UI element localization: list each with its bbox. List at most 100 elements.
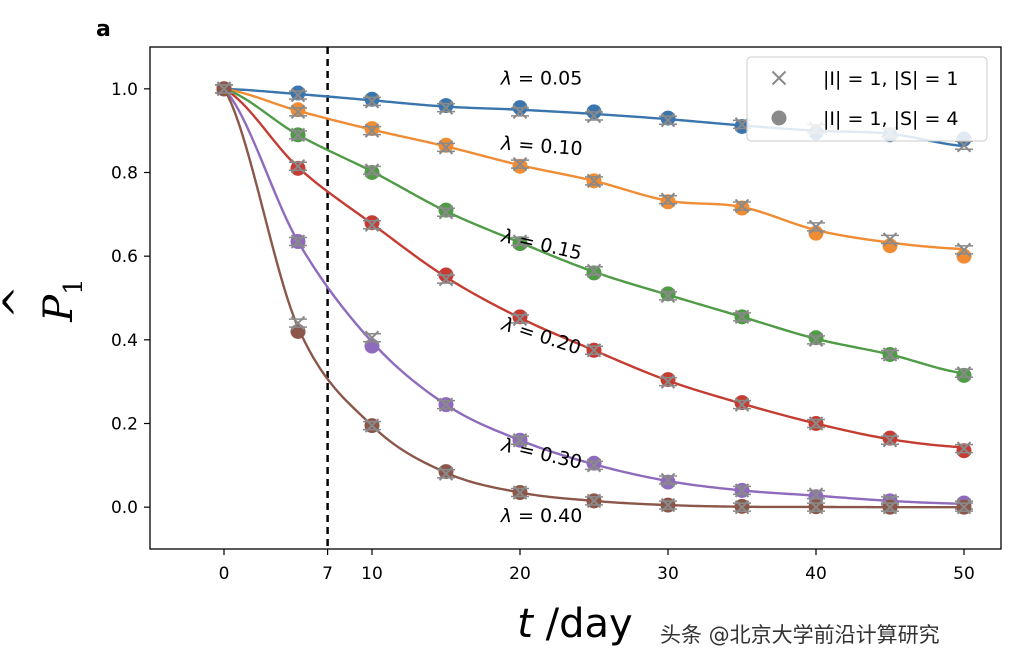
circle-marker (290, 323, 306, 339)
x-axis-ticks: 0 7 10 20 30 40 50 (219, 549, 975, 584)
circle-marker (512, 158, 528, 174)
cross-marker (511, 104, 529, 120)
x-tick-label: 0 (219, 564, 230, 584)
cross-marker (363, 418, 381, 433)
curve-labels: λ = 0.05 λ = 0.10 λ = 0.15 λ = 0.20 λ = 0.30… (498, 68, 584, 527)
cross-marker (659, 497, 677, 513)
circle-marker (364, 91, 380, 107)
cross-marker (437, 205, 455, 220)
cross-marker (659, 288, 677, 304)
circle-marker (364, 121, 380, 137)
cross-marker (511, 156, 529, 172)
x-tick-label: 30 (657, 564, 679, 584)
cross-marker (955, 441, 973, 456)
cross-marker (733, 397, 751, 412)
y-tick-label: 0.0 (111, 498, 138, 518)
circle-marker (512, 309, 528, 325)
y-tick-label: 1.0 (111, 80, 138, 100)
cross-marker (289, 234, 307, 249)
cross-marker (289, 127, 307, 143)
cross-marker (659, 113, 677, 128)
cross-marker (807, 332, 825, 348)
legend-box (746, 56, 988, 142)
legend-cross-marker (771, 70, 787, 86)
legend-entry-label: |I| = 1, |S| = 1 (823, 68, 959, 90)
circle-marker (586, 265, 602, 281)
cross-marker (881, 433, 899, 448)
fit-curve (223, 88, 965, 506)
cross-marker (363, 94, 381, 109)
x-axis-label-var: t (517, 601, 534, 647)
cross-marker (363, 123, 381, 138)
circle-marker (512, 236, 528, 252)
cross-marker (659, 472, 677, 488)
circle-marker (734, 118, 750, 134)
curve-label: λ = 0.15 (499, 225, 584, 265)
curve-label: λ = 0.10 (499, 132, 583, 160)
circle-marker (660, 194, 676, 210)
cross-marker (363, 163, 381, 178)
x-tick-label: 40 (805, 564, 827, 584)
y-tick-label: 0.8 (111, 164, 138, 184)
cross-marker (585, 458, 603, 473)
cross-marker (363, 330, 381, 345)
legend: |I| = 1, |S| = 1 |I| = 1, |S| = 4 (746, 56, 988, 142)
cross-marker (289, 104, 307, 120)
cross-marker (585, 108, 603, 124)
circle-marker (364, 338, 380, 354)
x-tick-label: 20 (509, 564, 531, 584)
x-tick-label: 50 (953, 564, 975, 584)
cross-marker (807, 499, 825, 515)
circle-marker (290, 85, 306, 101)
y-tick-label: 0.2 (111, 415, 138, 435)
cross-marker (807, 487, 825, 502)
y-axis-label-main: P (36, 294, 82, 323)
cross-marker (881, 232, 899, 247)
cross-marker (733, 499, 751, 515)
cross-marker (881, 347, 899, 362)
plot-area (149, 46, 1002, 550)
series-0.4 (215, 81, 973, 515)
cross-marker (289, 87, 307, 103)
y-axis-ticks: 0.0 0.2 0.4 0.6 0.8 1.0 (111, 80, 150, 518)
circle-marker (734, 200, 750, 216)
circle-marker (660, 286, 676, 302)
circle-marker (364, 215, 380, 231)
cross-marker (733, 198, 751, 214)
circle-marker (660, 110, 676, 126)
x-axis-label: t /day (517, 601, 632, 647)
series-layer (215, 81, 973, 515)
cross-marker (585, 493, 603, 509)
legend-circle-marker (771, 110, 787, 126)
cross-marker (955, 499, 973, 515)
circle-marker (438, 98, 454, 114)
cross-marker (585, 343, 603, 358)
circle-marker (808, 330, 824, 346)
cross-marker (659, 192, 677, 207)
cross-marker (881, 499, 899, 515)
circle-marker (660, 474, 676, 490)
cross-marker (955, 242, 973, 258)
cross-marker (511, 485, 529, 500)
circle-marker (734, 395, 750, 411)
plot-frame (149, 46, 1002, 550)
cross-marker (585, 173, 603, 189)
cross-marker (511, 433, 529, 448)
x-tick-label: 7 (322, 564, 333, 584)
x-tick-label: 10 (361, 564, 383, 584)
circle-marker (956, 367, 972, 383)
curve-label: λ = 0.05 (500, 68, 583, 90)
curve-label: λ = 0.40 (500, 505, 583, 527)
cross-marker (511, 311, 529, 327)
circle-marker (290, 102, 306, 118)
cross-marker (437, 100, 455, 115)
cross-marker (437, 397, 455, 412)
y-axis-label-group: P1 ^ (0, 278, 89, 322)
cross-marker (437, 466, 455, 481)
watermark: 头条 @北京大学前沿计算研究 (660, 623, 940, 647)
circle-marker (438, 464, 454, 480)
y-tick-label: 0.4 (111, 331, 138, 351)
x-axis-label-unit: /day (533, 601, 633, 647)
curve-label: λ = 0.30 (499, 434, 584, 474)
